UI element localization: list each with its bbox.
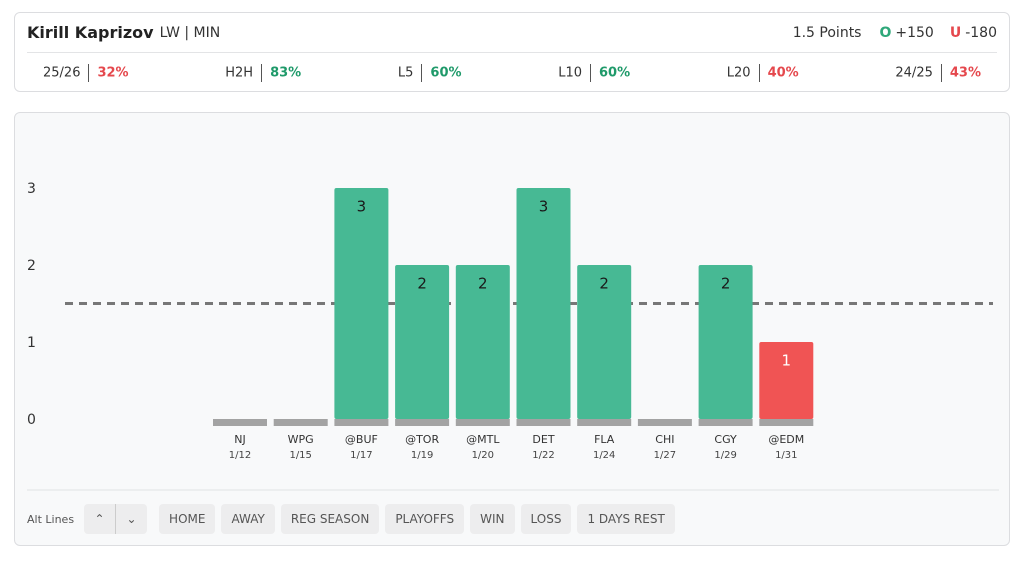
- bar: [395, 265, 450, 419]
- x-tick-label: NJ: [234, 433, 245, 446]
- stat-value: 60%: [430, 65, 462, 81]
- bar-base: [395, 419, 450, 426]
- alt-up[interactable]: ⌃: [94, 512, 105, 526]
- stats-row: 25/26 32% H2H 83% L5 60% L10 60% L20 40% 24/25 43%: [43, 53, 981, 93]
- chart-card: 0 1 2 3 NJ 1/12 WPG 1/15 3 @BUF 1/17 2 @TOR 1/19 2 @MTL…: [14, 112, 1010, 546]
- player-name: Kirill Kaprizov: [27, 23, 154, 42]
- bar-base: [698, 419, 753, 426]
- stat-label: 25/26: [43, 65, 81, 81]
- stat-value: 40%: [767, 65, 799, 81]
- stat: 24/25 43%: [895, 64, 981, 82]
- x-tick-label: @TOR: [405, 433, 439, 446]
- filter-button[interactable]: 1 DAYS REST: [577, 504, 675, 534]
- stat-value: 32%: [97, 65, 129, 81]
- x-tick-label: @EDM: [768, 433, 804, 446]
- x-tick-label: @MTL: [466, 433, 500, 446]
- stat-label: L5: [397, 65, 414, 81]
- bar-value-label: 2: [478, 275, 488, 293]
- bar: [334, 188, 389, 419]
- filter-button[interactable]: HOME: [159, 504, 216, 534]
- stat-divider: [940, 64, 942, 82]
- filter-button[interactable]: LOSS: [520, 504, 572, 534]
- bar-value-label: 2: [599, 275, 609, 293]
- stat-value: 60%: [599, 65, 631, 81]
- x-tick-label: DET: [532, 433, 554, 446]
- bar-value-label: 3: [357, 198, 367, 216]
- bar-base: [213, 419, 267, 426]
- alt-lines-label: Alt Lines: [27, 512, 75, 526]
- stat: L5 60%: [398, 64, 462, 82]
- filter-button[interactable]: WIN: [470, 504, 515, 534]
- stat-label: 24/25: [895, 65, 933, 81]
- stat: H2H 83%: [225, 64, 301, 82]
- alt-lines-stepper: ⌃ ⌄: [84, 504, 148, 534]
- stat-label: L10: [558, 65, 582, 81]
- stat-label: L20: [726, 65, 751, 81]
- line-label: 1.5 Points: [792, 24, 862, 41]
- filter-button[interactable]: AWAY: [221, 504, 275, 534]
- x-date-label: 1/24: [593, 450, 615, 461]
- over-odds: +150: [895, 24, 934, 41]
- bar: [698, 265, 753, 419]
- y-tick-label: 1: [27, 335, 36, 351]
- bar-base: [273, 419, 328, 426]
- bar-base: [334, 419, 389, 426]
- bar-base: [759, 419, 814, 426]
- stat-value: 43%: [949, 65, 981, 81]
- x-tick-label: CGY: [714, 433, 737, 446]
- x-date-label: 1/27: [654, 450, 676, 461]
- bar-base: [577, 419, 632, 426]
- bar-value-label: 1: [782, 352, 792, 370]
- bar: [577, 265, 632, 419]
- bar: [759, 342, 814, 419]
- stat-divider: [421, 64, 423, 82]
- stat-divider: [88, 64, 90, 82]
- chart: 0 1 2 3 NJ 1/12 WPG 1/15 3 @BUF 1/17 2 @TOR 1/19 2 @MTL…: [27, 181, 999, 491]
- controls: Alt Lines ⌃ ⌄ HOME AWAY REG SEASON PLAYOFFS…: [27, 503, 675, 535]
- x-tick-label: FLA: [594, 433, 615, 446]
- stat-label: H2H: [225, 65, 254, 81]
- filter-button[interactable]: REG SEASON: [280, 504, 380, 534]
- x-date-label: 1/17: [350, 450, 372, 461]
- under-mark: U: [949, 24, 962, 41]
- bar-value-label: 2: [721, 275, 731, 293]
- stat: L20 40%: [727, 64, 799, 82]
- x-date-label: 1/20: [472, 450, 494, 461]
- bar-base: [637, 419, 692, 426]
- x-tick-label: @BUF: [345, 433, 378, 446]
- header-row: Kirill Kaprizov LW | MIN 1.5 Points O +1…: [27, 13, 997, 53]
- stat-divider: [590, 64, 591, 82]
- y-tick-label: 2: [27, 258, 36, 274]
- bar-value-label: 2: [417, 275, 427, 293]
- header-card: Kirill Kaprizov LW | MIN 1.5 Points O +1…: [14, 12, 1010, 92]
- bar-base: [516, 419, 571, 426]
- x-date-label: 1/22: [532, 450, 554, 461]
- filter-button[interactable]: PLAYOFFS: [385, 504, 465, 534]
- x-tick-label: CHI: [655, 433, 674, 446]
- alt-down[interactable]: ⌄: [115, 504, 147, 534]
- stat: L10 60%: [558, 64, 630, 82]
- y-tick-label: 3: [27, 181, 36, 197]
- bar-value-label: 3: [539, 198, 549, 216]
- stat: 25/26 32%: [43, 64, 129, 82]
- player-position: LW | MIN: [159, 24, 221, 41]
- x-date-label: 1/31: [775, 450, 797, 461]
- stat-divider: [261, 64, 263, 82]
- y-tick-label: 0: [27, 412, 36, 428]
- bar-base: [455, 419, 510, 426]
- bar: [516, 188, 571, 419]
- stat-value: 83%: [270, 65, 302, 81]
- over-mark: O: [879, 24, 892, 41]
- x-date-label: 1/29: [714, 450, 736, 461]
- x-date-label: 1/15: [289, 450, 311, 461]
- x-tick-label: WPG: [288, 433, 314, 446]
- bar: [455, 265, 510, 419]
- stat-divider: [758, 64, 760, 82]
- x-date-label: 1/19: [411, 450, 433, 461]
- under-odds: -180: [965, 24, 997, 41]
- x-date-label: 1/12: [229, 450, 251, 461]
